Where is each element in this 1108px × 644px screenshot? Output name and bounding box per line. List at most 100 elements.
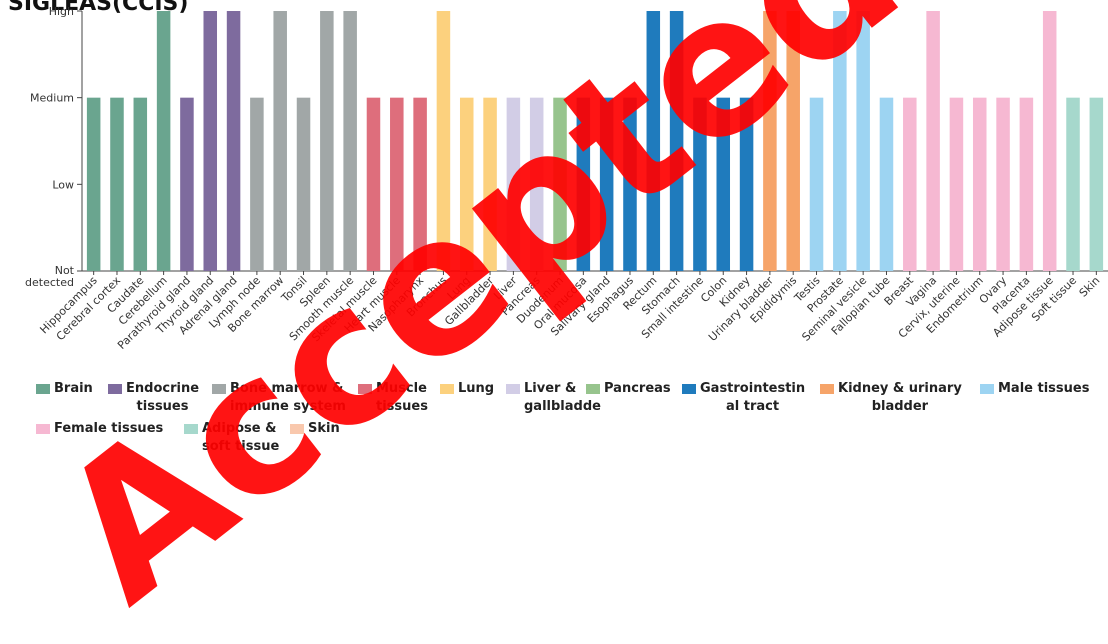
bar bbox=[86, 97, 101, 272]
legend-swatch bbox=[980, 384, 994, 394]
bar bbox=[739, 97, 754, 272]
legend-label: Bone marrow & bbox=[230, 381, 344, 396]
bar bbox=[180, 97, 194, 272]
bar bbox=[1089, 97, 1104, 272]
legend-swatch bbox=[36, 384, 50, 394]
bar bbox=[833, 11, 847, 271]
bar bbox=[483, 97, 497, 272]
legend-item-bone-marrow: Bone marrow & immune system bbox=[212, 380, 346, 416]
legend-item-liver: Liver & gallbladde bbox=[506, 380, 601, 416]
legend-item-kidney: Kidney & urinary bladder bbox=[820, 380, 962, 416]
bar bbox=[1042, 11, 1057, 271]
bar bbox=[459, 97, 474, 272]
legend-label: tissues bbox=[376, 399, 428, 414]
legend-label: Skin bbox=[308, 421, 340, 436]
legend-item-pancreas: Pancreas bbox=[586, 380, 671, 398]
legend-item-endocrine: Endocrine tissues bbox=[108, 380, 199, 416]
legend-label: al tract bbox=[726, 399, 780, 414]
bar bbox=[203, 11, 218, 271]
legend-label: soft tissue bbox=[202, 439, 280, 454]
bar bbox=[693, 97, 707, 272]
bar bbox=[809, 97, 824, 272]
legend-item-female: Female tissues bbox=[36, 420, 163, 438]
bar bbox=[903, 97, 917, 272]
bar bbox=[320, 11, 334, 271]
bar bbox=[856, 11, 870, 271]
bar bbox=[669, 11, 684, 271]
bar bbox=[576, 97, 591, 272]
legend-swatch bbox=[212, 384, 226, 394]
bar bbox=[996, 97, 1010, 272]
legend-label: Lung bbox=[458, 381, 495, 396]
legend-item-adipose: Adipose & soft tissue bbox=[184, 420, 279, 456]
bar bbox=[436, 11, 451, 271]
bar bbox=[926, 11, 940, 271]
bar bbox=[110, 97, 124, 272]
bar bbox=[1066, 97, 1080, 272]
legend-item-male: Male tissues bbox=[980, 380, 1089, 398]
legend: Brain Endocrine tissues Bone marrow & immu… bbox=[0, 380, 1108, 454]
bar bbox=[763, 11, 777, 271]
bar bbox=[553, 97, 567, 272]
legend-label: Brain bbox=[54, 381, 93, 396]
bar bbox=[296, 97, 311, 272]
legend-label: immune system bbox=[230, 399, 346, 414]
bar bbox=[273, 11, 287, 271]
bar bbox=[529, 97, 544, 272]
legend-label: Male tissues bbox=[998, 381, 1090, 396]
x-tick-label: Skin bbox=[1077, 274, 1103, 300]
legend-label: tissues bbox=[136, 399, 189, 414]
y-tick-label: Low bbox=[52, 178, 74, 191]
bar bbox=[413, 97, 427, 272]
legend-item-gastro: Gastrointestin al tract bbox=[682, 380, 805, 416]
legend-swatch bbox=[440, 384, 454, 394]
legend-item-skin: Skin bbox=[290, 420, 340, 438]
bar bbox=[599, 97, 614, 272]
bar bbox=[133, 97, 148, 272]
bar bbox=[623, 97, 637, 272]
bar bbox=[1019, 97, 1034, 272]
bar bbox=[366, 97, 381, 272]
legend-label: Liver & bbox=[524, 381, 577, 396]
bar bbox=[786, 11, 800, 271]
legend-label: Pancreas bbox=[604, 381, 671, 396]
legend-label: Endocrine bbox=[126, 381, 200, 396]
bar bbox=[226, 11, 241, 271]
bar bbox=[879, 97, 894, 272]
bar bbox=[949, 97, 964, 272]
bar bbox=[343, 11, 357, 271]
legend-swatch bbox=[184, 424, 198, 434]
bar bbox=[390, 97, 404, 272]
legend-item-brain: Brain bbox=[36, 380, 93, 398]
legend-swatch bbox=[682, 384, 696, 394]
legend-label: Kidney & urinary bbox=[838, 381, 962, 396]
legend-label: Muscle bbox=[376, 381, 427, 396]
y-tick-label: Medium bbox=[30, 92, 74, 105]
legend-swatch bbox=[586, 384, 600, 394]
expression-bar-chart: SIGLEAS(CCIS) Not detected Low Medium High H… bbox=[8, 0, 1108, 352]
bar bbox=[972, 97, 987, 272]
bar bbox=[506, 97, 521, 272]
legend-swatch bbox=[820, 384, 834, 394]
bar bbox=[156, 11, 171, 271]
y-tick-label: Not detected bbox=[25, 264, 75, 289]
legend-swatch bbox=[358, 384, 372, 394]
legend-item-muscle: Muscle tissues bbox=[358, 380, 428, 416]
bar bbox=[250, 97, 264, 272]
legend-label: gallbladde bbox=[524, 399, 601, 414]
legend-label: Female tissues bbox=[54, 421, 164, 436]
legend-swatch bbox=[36, 424, 50, 434]
bar bbox=[646, 11, 661, 271]
legend-label: Adipose & bbox=[202, 421, 277, 436]
bars bbox=[86, 11, 1104, 272]
chart-title: SIGLEAS(CCIS) bbox=[8, 0, 188, 16]
legend-label: Gastrointestin bbox=[700, 381, 806, 396]
bar bbox=[716, 97, 731, 272]
legend-swatch bbox=[506, 384, 520, 394]
legend-item-lung: Lung bbox=[440, 380, 494, 398]
y-tick-label: High bbox=[49, 5, 74, 18]
legend-swatch bbox=[108, 384, 122, 394]
legend-swatch bbox=[290, 424, 304, 434]
legend-label: bladder bbox=[871, 399, 929, 414]
